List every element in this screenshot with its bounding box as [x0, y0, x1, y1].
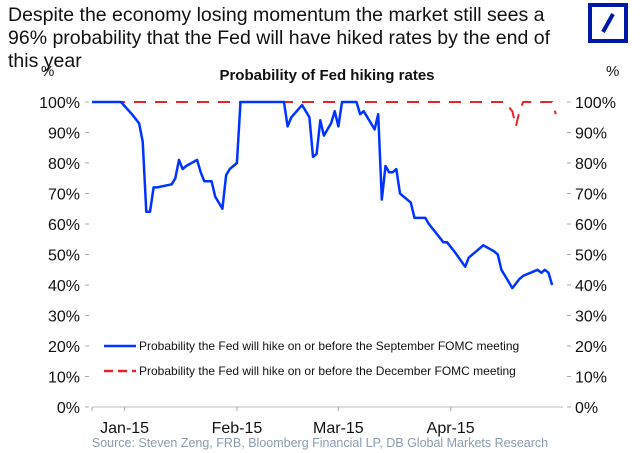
- y-tick-label-left: 20%: [48, 339, 80, 356]
- y-tick-label-left: 90%: [48, 126, 80, 143]
- y-axis-right-unit: %: [606, 63, 619, 80]
- series-line-december: [92, 101, 557, 128]
- x-tick-label: Feb-15: [212, 420, 263, 437]
- y-tick-label-left: 60%: [48, 217, 80, 234]
- y-axis-left-unit: %: [41, 63, 54, 80]
- legend-label-december: Probability the Fed will hike on or befo…: [139, 364, 516, 378]
- deutsche-bank-logo: [588, 3, 628, 43]
- y-tick-label-left: 10%: [48, 370, 80, 387]
- y-tick-label-right: 80%: [575, 156, 607, 173]
- y-tick-label-left: 100%: [39, 95, 80, 112]
- x-tick-label: Jan-15: [100, 420, 149, 437]
- y-tick-label-right: 100%: [575, 95, 616, 112]
- y-tick-label-right: 0%: [575, 400, 598, 417]
- y-tick-label-right: 60%: [575, 217, 607, 234]
- y-tick-label-left: 40%: [48, 278, 80, 295]
- headline: Despite the economy losing momentum the …: [8, 4, 550, 72]
- y-tick-label-right: 40%: [575, 278, 607, 295]
- y-tick-label-right: 70%: [575, 187, 607, 204]
- y-tick-label-right: 30%: [575, 309, 607, 326]
- legend: Probability the Fed will hike on or befo…: [104, 339, 519, 378]
- x-tick-label: Mar-15: [313, 420, 364, 437]
- y-tick-label-right: 10%: [575, 370, 607, 387]
- legend-label-september: Probability the Fed will hike on or befo…: [139, 339, 519, 353]
- source-note: Source: Steven Zeng, FRB, Bloomberg Fina…: [91, 436, 549, 450]
- y-tick-label-left: 30%: [48, 309, 80, 326]
- y-tick-label-right: 20%: [575, 339, 607, 356]
- y-tick-label-left: 70%: [48, 187, 80, 204]
- x-tick-label: Apr-15: [427, 420, 475, 437]
- y-tick-label-left: 50%: [48, 248, 80, 265]
- logo-slash-icon: [601, 13, 615, 33]
- y-tick-label-right: 50%: [575, 248, 607, 265]
- y-tick-label-right: 90%: [575, 126, 607, 143]
- y-tick-label-left: 0%: [57, 400, 80, 417]
- y-tick-label-left: 80%: [48, 156, 80, 173]
- series-line-september: [92, 100, 554, 290]
- chart-title: Probability of Fed hiking rates: [219, 67, 434, 84]
